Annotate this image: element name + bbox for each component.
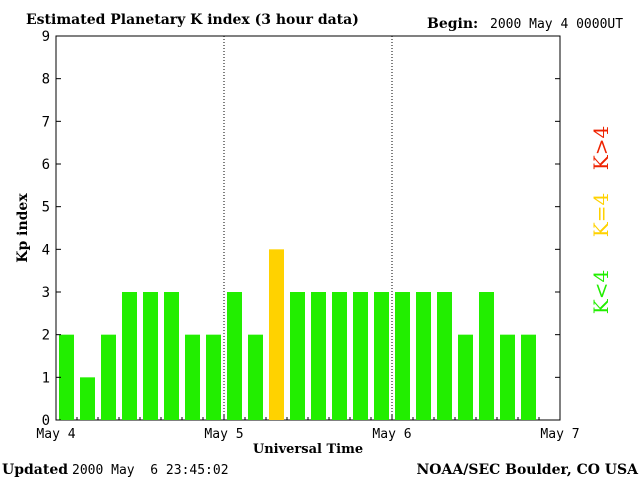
kp-bar [353,292,368,420]
kp-bar [122,292,137,420]
footer-updated-value: 2000 May 6 23:45:02 [72,463,229,478]
kp-bar [500,334,515,420]
x-axis: May 4 May 5 May 6 May 7 [36,414,580,442]
kp-bar [227,292,242,420]
y-tick-label: 9 [42,29,50,45]
kp-bar [437,292,452,420]
kp-bar [290,292,305,420]
kp-bar [206,334,221,420]
x-tick-label: May 6 [372,427,411,442]
kp-bar [311,292,326,420]
y-tick-label: 2 [42,328,50,344]
y-axis-label: Kp index [15,193,31,263]
legend: K<4 K=4 K>4 [589,126,613,314]
y-tick-label: 5 [42,200,50,216]
kp-bar [59,334,74,420]
legend-entry: K<4 [589,270,613,314]
begin-label: Begin: [427,16,478,32]
begin-value: 2000 May 4 0000UT [490,17,623,32]
kp-bar [80,377,95,420]
kp-bar [269,249,284,420]
x-tick-label: May 7 [540,427,579,442]
y-tick-label: 3 [42,285,50,301]
kp-bar [458,334,473,420]
kp-bar [248,334,263,420]
y-tick-label: 6 [42,157,50,173]
footer-updated-label: Updated [2,462,68,478]
y-axis: 0 1 2 3 4 5 6 7 8 9 [42,29,560,429]
y-tick-label: 7 [42,114,50,130]
legend-entry: K=4 [589,193,613,237]
chart-title: Estimated Planetary K index (3 hour data… [26,12,359,28]
legend-entry: K>4 [589,126,613,170]
footer-source: NOAA/SEC Boulder, CO USA [417,462,640,478]
day-separators [223,36,393,420]
y-tick-label: 0 [42,413,50,429]
y-tick-label: 1 [42,370,50,386]
x-axis-label: Universal Time [253,442,363,457]
kp-bar [332,292,347,420]
kp-bar [143,292,158,420]
kp-bar [395,292,410,420]
y-tick-label: 8 [42,72,50,88]
x-tick-label: May 5 [204,427,243,442]
bars [59,249,536,420]
x-tick-label: May 4 [36,427,75,442]
kp-bar [521,334,536,420]
kp-bar [185,334,200,420]
kp-bar [479,292,494,420]
y-tick-label: 4 [42,242,50,258]
kp-bar [164,292,179,420]
kp-bar [416,292,431,420]
kp-bar [374,292,389,420]
kp-bar [101,334,116,420]
